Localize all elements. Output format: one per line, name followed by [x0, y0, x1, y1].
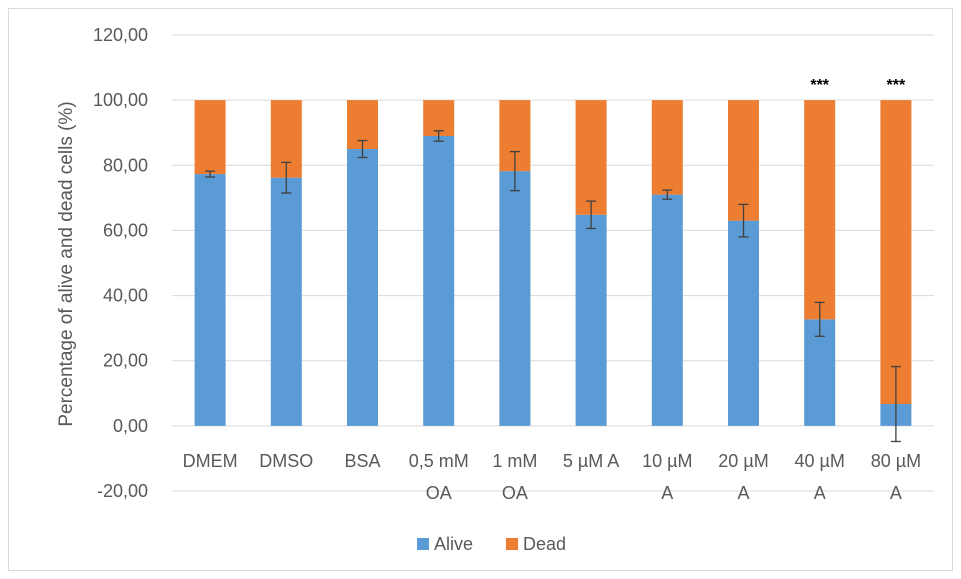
y-tick-label: 100,00	[93, 90, 148, 110]
y-tick-label: 40,00	[103, 286, 148, 306]
error-bar	[509, 150, 520, 192]
error-bar	[890, 365, 901, 443]
y-tick-label: -20,00	[97, 481, 148, 501]
x-category-label: A	[890, 483, 902, 503]
x-category-label: OA	[426, 483, 452, 503]
x-category-label: 0,5 mM	[409, 451, 469, 471]
bar-dead	[651, 100, 683, 195]
bars	[194, 100, 912, 426]
legend-item: Alive	[417, 534, 473, 554]
x-category-label: A	[661, 483, 673, 503]
error-bar	[281, 161, 292, 194]
x-category-label: OA	[502, 483, 528, 503]
bar-alive	[804, 319, 836, 426]
bar-dead	[423, 100, 455, 136]
bar-alive	[194, 174, 226, 426]
y-axis-title: Percentage of alive and dead cells (%)	[56, 101, 77, 426]
error-bar	[357, 139, 368, 159]
x-category-label: A	[814, 483, 826, 503]
legend: Alive Dead	[417, 534, 566, 554]
error-bar	[205, 170, 216, 178]
error-bar	[586, 200, 597, 230]
y-tick-label: 120,00	[93, 25, 148, 45]
error-bars	[205, 130, 901, 443]
y-tick-label: 80,00	[103, 155, 148, 175]
bar-alive	[347, 149, 378, 426]
bar-dead	[880, 100, 912, 405]
y-tick-label: 60,00	[103, 220, 148, 240]
x-category-label: BSA	[344, 451, 380, 471]
y-axis-tick-labels: -20,00 0,00 20,00 40,00 60,00 80,00 100,00 120,…	[93, 25, 148, 501]
x-category-label: DMSO	[259, 451, 313, 471]
significance-marker: ***	[887, 77, 906, 94]
x-category-label: A	[737, 483, 749, 503]
y-tick-label: 20,00	[103, 351, 148, 371]
bar-alive	[270, 177, 302, 426]
x-category-label: 1 mM	[492, 451, 537, 471]
legend-label: Dead	[523, 534, 566, 554]
bar-alive	[651, 194, 683, 426]
bar-alive	[575, 214, 607, 426]
bar-alive	[728, 220, 759, 426]
bar-dead	[575, 100, 607, 215]
bar-dead	[728, 100, 759, 221]
bar-dead	[804, 100, 836, 320]
x-category-label: 80 µM	[871, 451, 921, 471]
legend-item: Dead	[506, 534, 566, 554]
legend-swatch	[417, 538, 429, 550]
bar-alive	[499, 171, 531, 426]
significance-annotations: *** ***	[810, 77, 906, 94]
bar-dead	[194, 100, 226, 175]
y-tick-label: 0,00	[113, 416, 148, 436]
error-bar	[814, 301, 825, 337]
legend-swatch	[506, 538, 518, 550]
error-bar	[662, 189, 673, 200]
legend-label: Alive	[434, 534, 473, 554]
x-category-label: 20 µM	[718, 451, 768, 471]
x-category-label: 10 µM	[642, 451, 692, 471]
x-category-label: DMEM	[183, 451, 238, 471]
error-bar	[738, 203, 749, 238]
error-bar	[433, 130, 444, 142]
x-category-label: 5 µM A	[563, 451, 619, 471]
bar-alive	[423, 135, 455, 426]
significance-marker: ***	[810, 77, 829, 94]
x-category-label: 40 µM	[795, 451, 845, 471]
chart-frame	[8, 8, 953, 571]
x-axis-category-labels: DMEM DMSO BSA 0,5 mM OA 1 mM OA 5 µM A 10 µM A 20 …	[183, 451, 921, 503]
